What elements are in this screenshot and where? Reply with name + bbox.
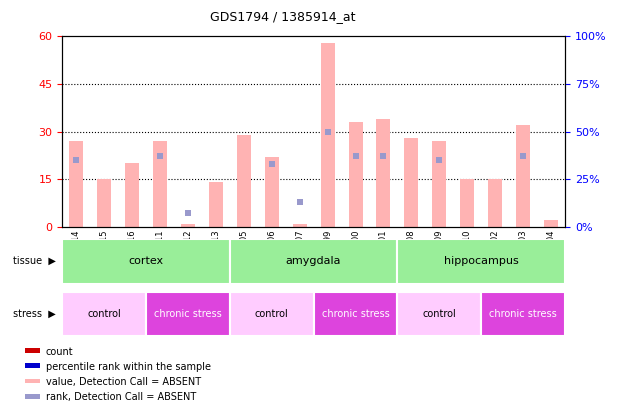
Bar xyxy=(230,239,397,284)
Bar xyxy=(209,182,223,227)
Bar xyxy=(25,348,40,353)
Text: rank, Detection Call = ABSENT: rank, Detection Call = ABSENT xyxy=(46,392,196,403)
Bar xyxy=(314,292,397,336)
Bar xyxy=(432,141,446,227)
Bar xyxy=(237,135,251,227)
Bar xyxy=(25,363,40,368)
Bar xyxy=(516,125,530,227)
Bar xyxy=(488,179,502,227)
Text: chronic stress: chronic stress xyxy=(489,309,557,319)
Text: percentile rank within the sample: percentile rank within the sample xyxy=(46,362,211,372)
Text: chronic stress: chronic stress xyxy=(154,309,222,319)
Bar xyxy=(265,157,279,227)
Bar xyxy=(544,220,558,227)
Bar xyxy=(69,141,83,227)
Bar xyxy=(481,292,565,336)
Bar xyxy=(97,179,111,227)
Bar xyxy=(320,43,335,227)
Text: tissue  ▶: tissue ▶ xyxy=(13,256,56,266)
Bar xyxy=(25,394,40,399)
Bar xyxy=(25,379,40,384)
Text: count: count xyxy=(46,347,73,357)
Text: amygdala: amygdala xyxy=(286,256,342,266)
Bar xyxy=(153,141,167,227)
Bar xyxy=(397,292,481,336)
Text: chronic stress: chronic stress xyxy=(322,309,389,319)
Bar xyxy=(125,163,139,227)
Text: control: control xyxy=(422,309,456,319)
Bar xyxy=(146,292,230,336)
Bar xyxy=(230,292,314,336)
Bar xyxy=(62,239,230,284)
Text: value, Detection Call = ABSENT: value, Detection Call = ABSENT xyxy=(46,377,201,387)
Bar xyxy=(376,119,391,227)
Bar xyxy=(460,179,474,227)
Text: GDS1794 / 1385914_at: GDS1794 / 1385914_at xyxy=(210,10,355,23)
Bar xyxy=(62,292,146,336)
Bar xyxy=(292,224,307,227)
Bar xyxy=(404,138,419,227)
Bar xyxy=(348,122,363,227)
Bar xyxy=(181,224,195,227)
Text: control: control xyxy=(255,309,289,319)
Bar xyxy=(397,239,565,284)
Text: cortex: cortex xyxy=(129,256,163,266)
Text: hippocampus: hippocampus xyxy=(444,256,519,266)
Text: control: control xyxy=(87,309,121,319)
Text: stress  ▶: stress ▶ xyxy=(13,309,56,319)
